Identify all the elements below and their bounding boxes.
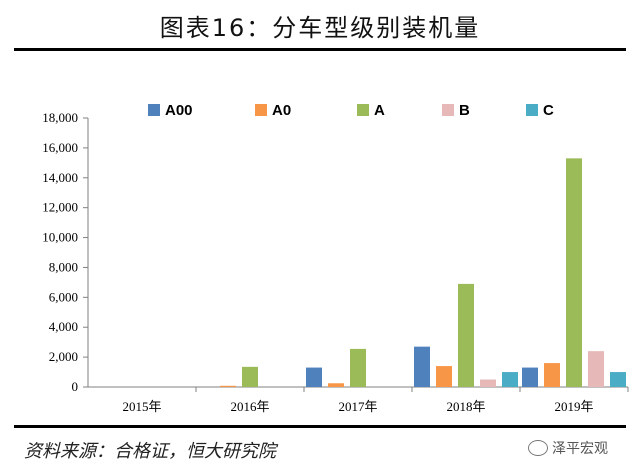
- source-note: 资料来源：合格证，恒大研究院: [24, 441, 276, 462]
- x-tick-label: 2017年: [338, 399, 377, 414]
- y-tick-label: 16,000: [42, 140, 78, 155]
- bar-a: [566, 158, 582, 387]
- bar-b: [480, 379, 496, 387]
- title-rule: [14, 48, 626, 51]
- x-tick-label: 2018年: [446, 399, 485, 414]
- y-tick-label: 18,000: [42, 110, 78, 125]
- x-tick-label: 2019年: [554, 399, 593, 414]
- bars: [220, 158, 626, 387]
- legend-label: A00: [165, 102, 193, 119]
- x-tick-label: 2015年: [122, 399, 161, 414]
- legend-label: B: [459, 102, 470, 119]
- bar-a00: [522, 367, 538, 387]
- watermark: 泽平宏观: [528, 438, 608, 458]
- bar-a: [458, 283, 474, 387]
- axes: 0 2,000 4,000 6,000 8,000 10,000 12,000 14,000 1…: [42, 110, 629, 414]
- legend-label: C: [543, 102, 554, 119]
- chart-title: 图表16：分车型级别装机量: [159, 14, 481, 42]
- bar-c: [610, 372, 626, 387]
- legend-swatch-a0: [255, 104, 267, 116]
- y-tick-label: 4,000: [49, 319, 78, 334]
- x-tick-label: 2016年: [230, 399, 269, 414]
- bar-a0: [436, 366, 452, 387]
- y-tick-label: 12,000: [42, 200, 78, 215]
- legend-swatch-a: [357, 104, 369, 116]
- bar-a0: [328, 383, 344, 387]
- y-tick-label: 6,000: [49, 289, 78, 304]
- bar-a0: [220, 385, 236, 387]
- wechat-icon: [528, 440, 548, 456]
- y-tick-label: 14,000: [42, 170, 78, 185]
- bar-a00: [414, 346, 430, 387]
- legend-swatch-a00: [148, 104, 160, 116]
- legend: A00 A0 A B C: [148, 102, 554, 119]
- legend-swatch-b: [442, 104, 454, 116]
- bar-a: [350, 348, 366, 387]
- bar-c: [502, 372, 518, 387]
- bar-a0: [544, 363, 560, 387]
- bar-b: [588, 351, 604, 387]
- y-tick-label: 2,000: [49, 349, 78, 364]
- bar-a00: [306, 367, 322, 387]
- legend-swatch-c: [526, 104, 538, 116]
- y-tick-label: 10,000: [42, 230, 78, 245]
- footer-rule: [14, 425, 626, 428]
- legend-label: A0: [272, 102, 291, 119]
- y-tick-label: 8,000: [49, 259, 78, 274]
- bar-a: [242, 366, 258, 387]
- legend-label: A: [374, 102, 385, 119]
- y-tick-label: 0: [72, 379, 79, 394]
- watermark-text: 泽平宏观: [552, 441, 608, 457]
